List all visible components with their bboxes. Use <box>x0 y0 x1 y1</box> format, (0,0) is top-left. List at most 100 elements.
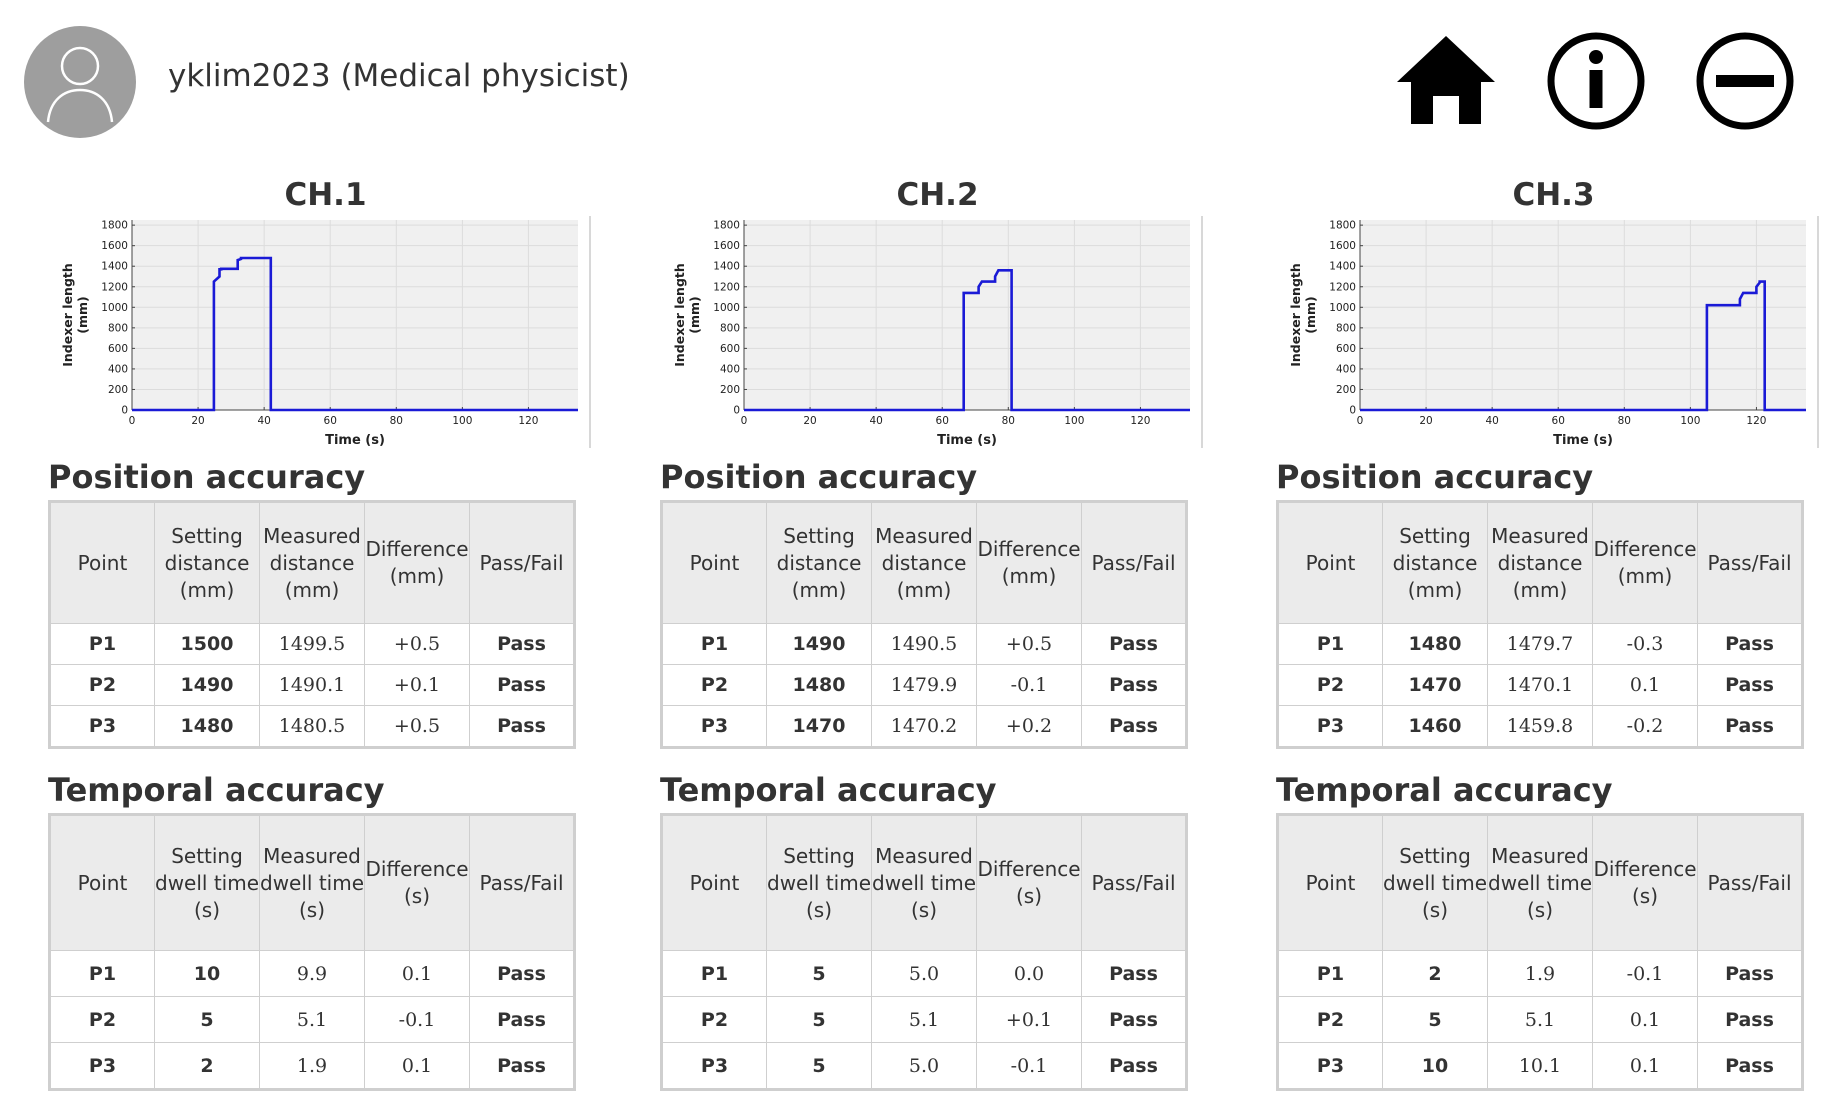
cell-point: P1 <box>1277 950 1383 997</box>
y-tick-label: 1600 <box>101 240 128 252</box>
chart-svg: 0 20 40 60 80 100 1200200400600800100012001400… <box>1288 216 1819 448</box>
column-header: Measured distance (mm) <box>1487 501 1593 624</box>
y-tick-label: 800 <box>1336 322 1356 334</box>
x-tick-label: 20 <box>1419 415 1432 427</box>
avatar[interactable] <box>24 26 136 138</box>
y-tick-label: 1800 <box>1329 220 1356 232</box>
y-tick-label: 1400 <box>101 261 128 273</box>
cell-setting: 1490 <box>766 623 872 665</box>
y-tick-label: 1200 <box>101 281 128 293</box>
cell-point: P3 <box>49 1042 155 1090</box>
table-row: P3 2 1.9 0.1 Pass <box>49 1042 575 1090</box>
cell-setting: 5 <box>766 996 872 1043</box>
cell-difference: +0.2 <box>976 705 1082 748</box>
position-accuracy-title: Position accuracy <box>48 458 366 496</box>
temporal-accuracy-table: Point Setting dwell time (s) Measured dwel… <box>660 813 1188 1091</box>
cell-difference: 0.1 <box>1592 664 1698 706</box>
header-row: Point Setting dwell time (s) Measured dwel… <box>49 814 575 951</box>
cell-difference: 0.1 <box>364 1042 470 1090</box>
info-icon <box>1547 32 1645 130</box>
cell-measured: 10.1 <box>1487 1042 1593 1090</box>
table-row: P2 1490 1490.1 +0.1 Pass <box>49 664 575 706</box>
cell-result: Pass <box>1081 950 1187 997</box>
cell-point: P1 <box>1277 623 1383 665</box>
x-tick-label: 120 <box>518 415 538 427</box>
column-header: Pass/Fail <box>1697 501 1803 624</box>
x-tick-label: 40 <box>257 415 270 427</box>
series-line <box>1360 280 1806 412</box>
cell-measured: 1.9 <box>1487 950 1593 997</box>
chart-svg: 0 20 40 60 80 100 1200200400600800100012001400… <box>60 216 591 448</box>
table-row: P3 5 5.0 -0.1 Pass <box>661 1042 1187 1090</box>
position-accuracy-title: Position accuracy <box>660 458 978 496</box>
y-tick-label: 400 <box>108 363 128 375</box>
cell-point: P3 <box>1277 1042 1383 1090</box>
y-tick-label: 1000 <box>1329 302 1356 314</box>
table-row: P2 1480 1479.9 -0.1 Pass <box>661 664 1187 706</box>
home-button[interactable] <box>1395 30 1497 132</box>
table-row: P1 10 9.9 0.1 Pass <box>49 950 575 997</box>
cell-point: P1 <box>661 950 767 997</box>
channel-title: CH.3 <box>1512 177 1595 213</box>
table-row: P2 5 5.1 -0.1 Pass <box>49 996 575 1043</box>
y-tick-label: 400 <box>1336 363 1356 375</box>
cell-difference: 0.0 <box>976 950 1082 997</box>
temporal-accuracy-title: Temporal accuracy <box>48 771 385 809</box>
table-row: P3 1470 1470.2 +0.2 Pass <box>661 705 1187 748</box>
logout-button[interactable] <box>1694 30 1796 132</box>
y-tick-label: 400 <box>720 363 740 375</box>
column-header: Setting distance (mm) <box>154 501 260 624</box>
x-tick-label: 60 <box>324 415 337 427</box>
chart-svg: 0 20 40 60 80 100 1200200400600800100012001400… <box>672 216 1203 448</box>
x-tick-label: 0 <box>741 415 748 427</box>
x-tick-label: 60 <box>1552 415 1565 427</box>
cell-setting: 1470 <box>1382 664 1488 706</box>
cell-point: P2 <box>49 996 155 1043</box>
cell-setting: 1460 <box>1382 705 1488 748</box>
y-tick-label: 600 <box>720 343 740 355</box>
table-row: P3 1460 1459.8 -0.2 Pass <box>1277 705 1803 748</box>
cell-difference: -0.1 <box>976 1042 1082 1090</box>
column-header: Setting dwell time (s) <box>154 814 260 951</box>
cell-result: Pass <box>1697 623 1803 665</box>
cell-measured: 1499.5 <box>259 623 365 665</box>
cell-point: P2 <box>1277 664 1383 706</box>
x-tick-label: 80 <box>1002 415 1015 427</box>
cell-difference: 0.1 <box>364 950 470 997</box>
position-accuracy-table: Point Setting distance (mm) Measured dista… <box>1276 500 1804 749</box>
table-row: P1 1480 1479.7 -0.3 Pass <box>1277 623 1803 665</box>
cell-setting: 1480 <box>766 664 872 706</box>
cell-result: Pass <box>469 996 575 1043</box>
cell-result: Pass <box>469 664 575 706</box>
x-tick-label: 80 <box>390 415 403 427</box>
cell-result: Pass <box>1081 664 1187 706</box>
y-tick-label: 0 <box>121 405 128 417</box>
cell-measured: 5.1 <box>1487 996 1593 1043</box>
column-header: Difference (mm) <box>364 501 470 624</box>
cell-difference: +0.1 <box>976 996 1082 1043</box>
column-header: Point <box>49 814 155 951</box>
position-accuracy-table: Point Setting distance (mm) Measured dista… <box>660 500 1188 749</box>
column-header: Setting distance (mm) <box>766 501 872 624</box>
table-row: P1 5 5.0 0.0 Pass <box>661 950 1187 997</box>
cell-result: Pass <box>1081 623 1187 665</box>
table-row: P3 10 10.1 0.1 Pass <box>1277 1042 1803 1090</box>
y-tick-label: 1400 <box>1329 261 1356 273</box>
x-tick-label: 100 <box>452 415 472 427</box>
cell-result: Pass <box>469 623 575 665</box>
info-button[interactable] <box>1545 30 1647 132</box>
cell-measured: 5.1 <box>871 996 977 1043</box>
cell-result: Pass <box>469 1042 575 1090</box>
user-name-label: yklim2023 (Medical physicist) <box>168 58 630 94</box>
column-header: Point <box>661 814 767 951</box>
column-header: Setting dwell time (s) <box>766 814 872 951</box>
cell-setting: 10 <box>154 950 260 997</box>
y-tick-label: 200 <box>720 384 740 396</box>
cell-result: Pass <box>1697 996 1803 1043</box>
header-row: Point Setting distance (mm) Measured dista… <box>1277 501 1803 624</box>
channel-panel-3: CH.3 0 20 40 60 80 100 120 0 200 400 600 800 1000 120… <box>1276 170 1828 1110</box>
header-row: Point Setting dwell time (s) Measured dwel… <box>661 814 1187 951</box>
cell-measured: 5.0 <box>871 950 977 997</box>
x-tick-label: 120 <box>1130 415 1150 427</box>
y-tick-label: 1800 <box>101 220 128 232</box>
